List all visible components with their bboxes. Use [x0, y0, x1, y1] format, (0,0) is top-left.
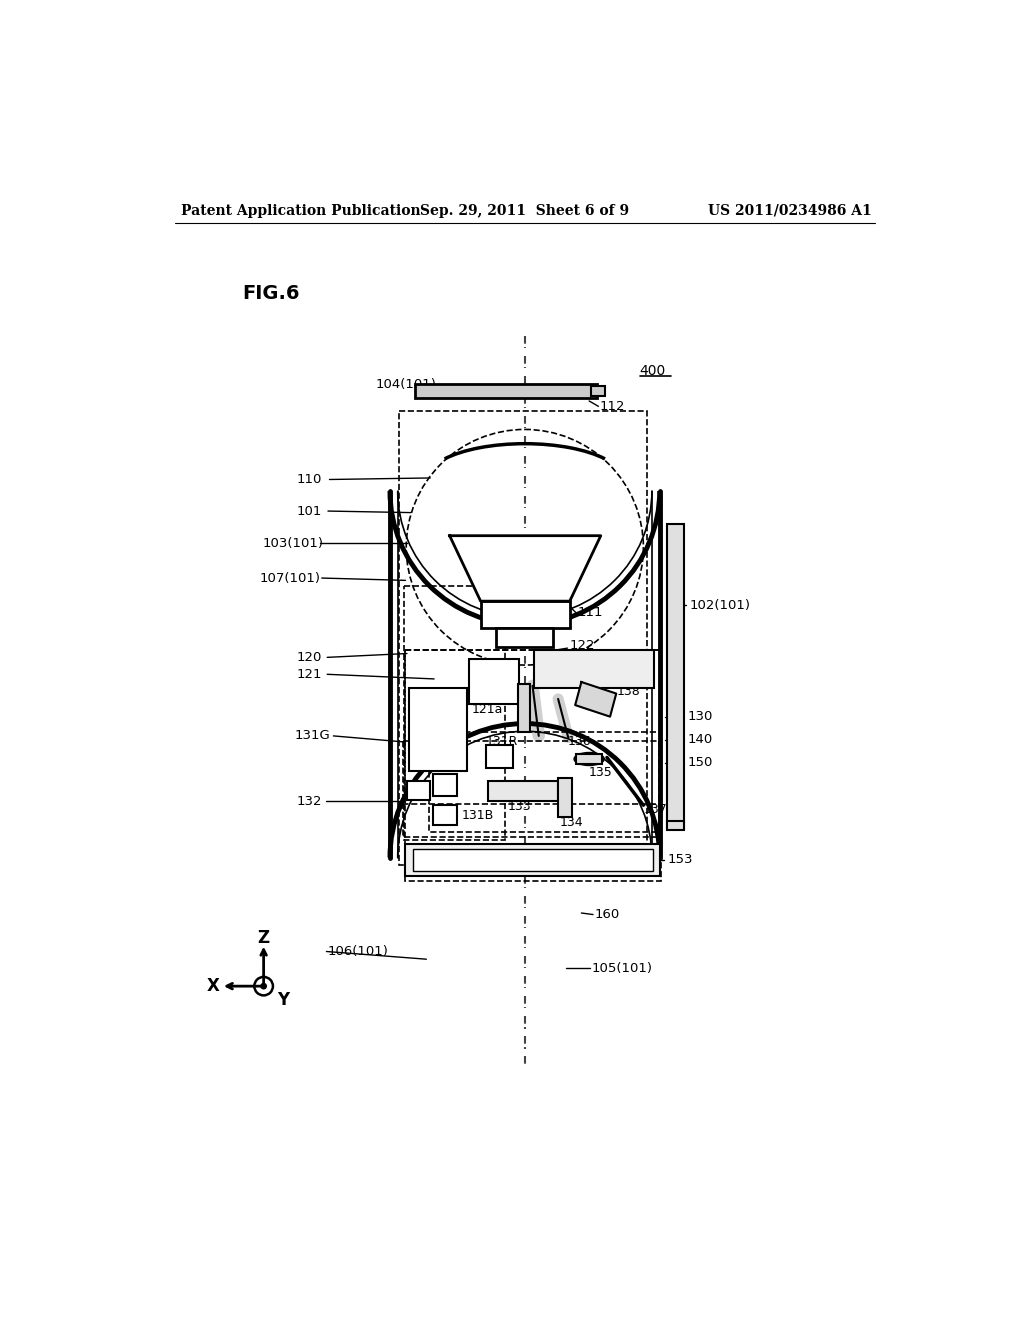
- Text: 137: 137: [643, 803, 667, 816]
- Text: 102(101): 102(101): [689, 598, 751, 611]
- Text: 103(101): 103(101): [263, 537, 324, 550]
- Bar: [486, 744, 513, 768]
- Text: Sep. 29, 2011  Sheet 6 of 9: Sep. 29, 2011 Sheet 6 of 9: [420, 203, 630, 218]
- Text: 136: 136: [567, 735, 591, 748]
- Bar: [403, 741, 658, 837]
- Text: 150: 150: [687, 756, 713, 770]
- Text: 121a: 121a: [472, 704, 504, 717]
- Bar: [558, 779, 572, 817]
- Text: 130: 130: [687, 710, 713, 723]
- Text: 105(101): 105(101): [592, 962, 652, 975]
- Text: 111: 111: [578, 606, 603, 619]
- Bar: [591, 387, 604, 396]
- Bar: [406, 843, 659, 876]
- Bar: [488, 780, 558, 800]
- Text: 134: 134: [560, 816, 584, 829]
- Text: 121: 121: [297, 668, 323, 681]
- Text: 131B: 131B: [461, 809, 494, 822]
- Text: 139: 139: [415, 722, 440, 735]
- Circle shape: [261, 983, 266, 989]
- Text: US 2011/0234986 A1: US 2011/0234986 A1: [709, 203, 872, 218]
- Bar: [469, 659, 519, 704]
- Bar: [480, 601, 569, 628]
- Bar: [667, 821, 684, 830]
- Text: 110: 110: [297, 473, 323, 486]
- Polygon shape: [450, 536, 601, 601]
- Bar: [407, 780, 430, 800]
- Text: FIG.6: FIG.6: [243, 284, 300, 302]
- Bar: [406, 649, 662, 880]
- Text: 120: 120: [297, 651, 323, 664]
- Text: 135: 135: [589, 767, 613, 779]
- Bar: [399, 411, 647, 866]
- Bar: [535, 649, 654, 688]
- Bar: [432, 775, 458, 796]
- Text: Z: Z: [258, 929, 269, 946]
- Bar: [432, 805, 458, 825]
- Bar: [415, 384, 597, 397]
- Bar: [667, 524, 684, 829]
- Text: 131R: 131R: [486, 735, 518, 748]
- Bar: [414, 849, 653, 871]
- Bar: [575, 754, 602, 764]
- Text: 101: 101: [297, 504, 323, 517]
- Text: Patent Application Publication: Patent Application Publication: [180, 203, 420, 218]
- Text: 112: 112: [599, 400, 625, 413]
- Text: 153: 153: [668, 853, 693, 866]
- Text: 122: 122: [569, 639, 595, 652]
- Bar: [518, 684, 530, 733]
- Polygon shape: [575, 682, 616, 717]
- Text: 400: 400: [640, 364, 666, 378]
- Bar: [403, 586, 505, 840]
- Bar: [410, 688, 467, 771]
- Text: Y: Y: [278, 991, 290, 1008]
- Text: 104(101): 104(101): [376, 378, 437, 391]
- Text: 132: 132: [297, 795, 323, 808]
- Text: X: X: [207, 977, 220, 995]
- Bar: [496, 628, 553, 647]
- Text: 160: 160: [595, 908, 620, 921]
- Text: 106(101): 106(101): [328, 945, 388, 958]
- Text: 131G: 131G: [295, 730, 331, 742]
- Text: 138: 138: [616, 685, 640, 698]
- Text: 140: 140: [687, 733, 713, 746]
- Text: 133: 133: [508, 800, 531, 813]
- Text: 107(101): 107(101): [260, 572, 321, 585]
- Bar: [406, 649, 662, 804]
- Bar: [429, 733, 662, 832]
